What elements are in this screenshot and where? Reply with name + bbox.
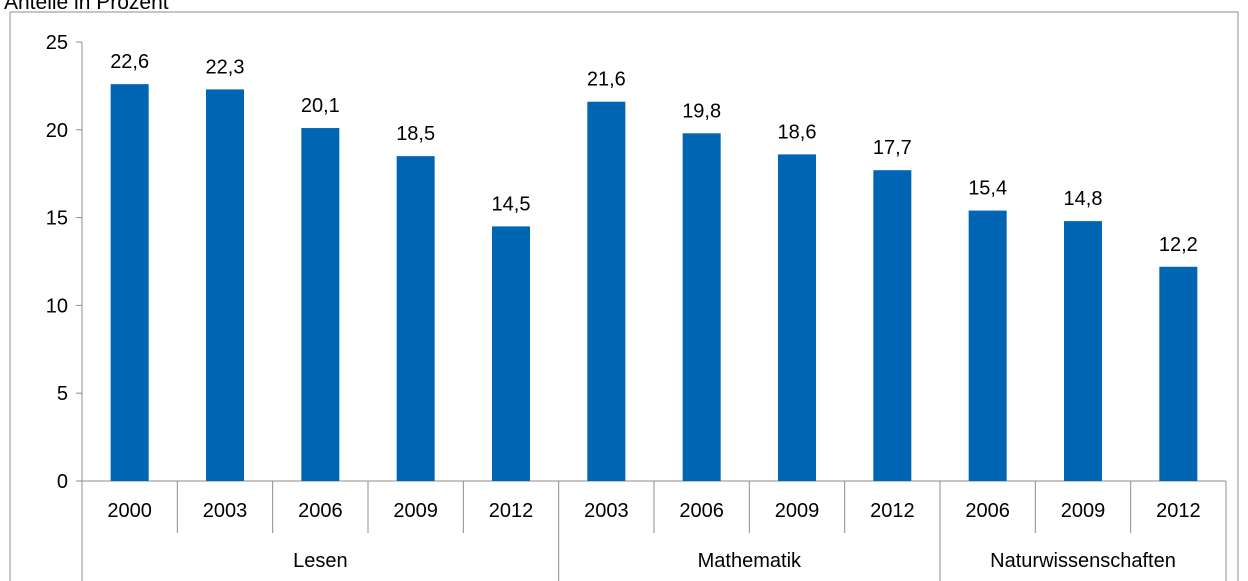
x-tick-label: 2009 <box>1061 500 1106 522</box>
data-label: 22,6 <box>110 51 149 73</box>
y-tick-label: 20 <box>46 120 68 142</box>
x-tick-label: 2009 <box>775 500 820 522</box>
x-tick-label: 2006 <box>679 500 724 522</box>
bar <box>301 128 340 481</box>
data-label: 17,7 <box>873 137 912 159</box>
bar <box>206 89 244 482</box>
x-tick-label: 2009 <box>393 500 438 522</box>
bar <box>682 133 721 481</box>
x-tick-label: 2012 <box>489 500 534 522</box>
data-label: 19,8 <box>682 100 721 122</box>
y-tick-label: 15 <box>46 208 68 230</box>
y-tick-label: 0 <box>57 471 68 493</box>
y-tick-label: 10 <box>46 295 68 317</box>
chart-title: Anteile in Prozent <box>4 0 169 14</box>
x-tick-label: 2003 <box>203 500 248 522</box>
bar <box>968 210 1007 482</box>
bar <box>778 154 816 481</box>
y-tick-label: 5 <box>57 383 68 405</box>
data-label: 21,6 <box>587 69 626 91</box>
x-tick-label: 2000 <box>107 500 152 522</box>
data-label: 20,1 <box>301 95 340 117</box>
x-tick-label: 2012 <box>870 500 915 522</box>
bar <box>873 170 912 482</box>
group-label: Lesen <box>293 550 348 572</box>
y-tick-label: 25 <box>46 32 68 54</box>
bar <box>492 226 530 481</box>
bar <box>1159 266 1198 481</box>
data-label: 22,3 <box>206 56 245 78</box>
bar <box>1064 221 1102 481</box>
data-label: 14,8 <box>1064 188 1103 210</box>
data-label: 18,5 <box>396 123 435 145</box>
x-tick-label: 2006 <box>298 500 343 522</box>
bar <box>110 84 149 482</box>
group-label: Naturwissenschaften <box>990 550 1176 572</box>
x-tick-label: 2006 <box>965 500 1010 522</box>
x-tick-label: 2003 <box>584 500 629 522</box>
bar <box>396 156 435 481</box>
data-label: 14,5 <box>492 193 531 215</box>
x-tick-label: 2012 <box>1156 500 1201 522</box>
data-label: 18,6 <box>778 121 817 143</box>
group-label: Mathematik <box>698 550 802 572</box>
data-label: 12,2 <box>1159 234 1198 256</box>
data-label: 15,4 <box>968 178 1007 200</box>
bar <box>587 101 626 481</box>
